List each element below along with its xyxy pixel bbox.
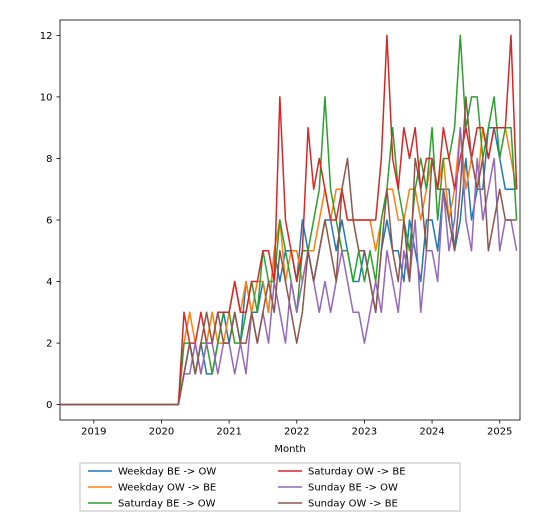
x-tick-label: 2025 bbox=[487, 427, 512, 438]
x-axis-label: Month bbox=[274, 444, 305, 455]
y-tick-label: 6 bbox=[46, 216, 52, 227]
y-tick-label: 0 bbox=[46, 400, 52, 411]
figure-bg bbox=[0, 0, 543, 515]
legend-label: Saturday BE -> OW bbox=[118, 499, 216, 510]
legend-label: Weekday OW -> BE bbox=[118, 483, 216, 494]
y-tick-label: 10 bbox=[40, 92, 53, 103]
x-tick-label: 2022 bbox=[284, 427, 309, 438]
chart: 2019 2020 2021 2022 2023 2024 2025 Month 0 2 4 6 8 10… bbox=[0, 0, 543, 515]
legend-label: Sunday OW -> BE bbox=[308, 499, 398, 510]
x-tick-label: 2021 bbox=[216, 427, 241, 438]
x-tick-label: 2019 bbox=[81, 427, 106, 438]
y-tick-label: 8 bbox=[46, 154, 52, 165]
legend-label: Sunday BE -> OW bbox=[308, 483, 398, 494]
y-tick-label: 12 bbox=[40, 31, 53, 42]
y-tick-label: 4 bbox=[46, 277, 52, 288]
x-tick-label: 2023 bbox=[352, 427, 377, 438]
y-tick-label: 2 bbox=[46, 339, 52, 350]
x-tick-label: 2020 bbox=[149, 427, 174, 438]
legend-label: Saturday OW -> BE bbox=[308, 467, 406, 478]
x-tick-label: 2024 bbox=[419, 427, 444, 438]
legend-label: Weekday BE -> OW bbox=[118, 467, 216, 478]
